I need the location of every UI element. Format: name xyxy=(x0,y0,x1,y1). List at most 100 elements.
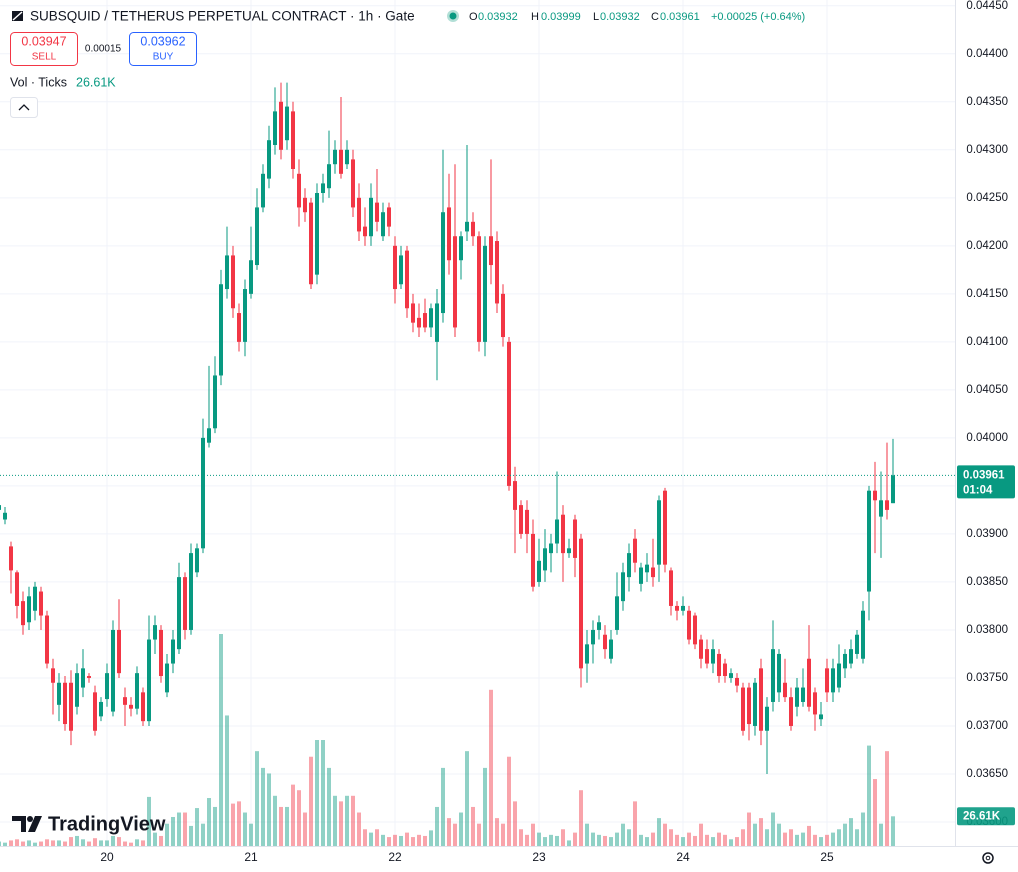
candle-body xyxy=(831,668,835,693)
volume-bar xyxy=(129,842,133,846)
candle-body xyxy=(747,687,751,725)
candle-body xyxy=(405,250,409,309)
volume-bar xyxy=(189,825,193,846)
volume-bar xyxy=(75,835,79,846)
candle-body xyxy=(333,149,337,165)
volume-bar xyxy=(573,832,577,846)
volume-bar xyxy=(651,832,655,846)
volume-bar xyxy=(855,829,859,846)
candle-body xyxy=(243,289,247,342)
volume-bar xyxy=(315,740,319,846)
volume-bar xyxy=(453,823,457,846)
candle-body xyxy=(423,313,427,328)
candle-body xyxy=(663,490,667,565)
candle-body xyxy=(543,548,547,571)
volume-bar xyxy=(633,801,637,846)
candle-body xyxy=(519,505,523,534)
volume-bar xyxy=(393,834,397,846)
volume-bar xyxy=(549,834,553,846)
candle-body xyxy=(537,560,541,582)
collapse-button[interactable] xyxy=(10,97,38,118)
sell-button[interactable] xyxy=(10,32,78,66)
candle-body xyxy=(213,375,217,429)
volume-bar xyxy=(81,839,85,846)
candle-body xyxy=(261,173,265,208)
candle-body xyxy=(75,673,79,707)
candle-body xyxy=(873,490,877,501)
volume-bar xyxy=(519,829,523,846)
volume-bar xyxy=(591,832,595,846)
volume-bar xyxy=(429,830,433,846)
candle-body xyxy=(837,663,841,688)
x-tick-label: 21 xyxy=(244,850,258,864)
volume-bar xyxy=(705,834,709,846)
volume-bar xyxy=(237,801,241,846)
settings-button[interactable] xyxy=(982,852,994,864)
volume-bar xyxy=(507,756,511,846)
volume-bar xyxy=(159,835,163,846)
volume-bar xyxy=(813,834,817,846)
volume-bar xyxy=(579,790,583,846)
candle-body xyxy=(879,500,883,517)
x-tick-label: 20 xyxy=(100,850,114,864)
candle-body xyxy=(681,605,685,611)
candle-body xyxy=(231,255,235,309)
y-tick-label: 0.03850 xyxy=(966,576,1008,588)
candle-body xyxy=(255,207,259,266)
candle-body xyxy=(579,538,583,669)
ohlc-label: O xyxy=(469,11,478,23)
candle-body xyxy=(525,509,529,534)
candle-body xyxy=(237,313,241,342)
candle-body xyxy=(531,533,535,587)
candle-body xyxy=(771,649,775,702)
candle-body xyxy=(201,437,205,549)
candle-body xyxy=(447,207,451,261)
volume-legend[interactable]: Vol · Ticks xyxy=(10,75,67,89)
volume-bar xyxy=(261,767,265,846)
candle-body xyxy=(393,245,397,290)
ohlc-value: 0.03961 xyxy=(660,11,700,23)
volume-bar xyxy=(525,834,529,846)
candle-body xyxy=(483,245,487,342)
candle-body xyxy=(0,505,1,510)
candle-body xyxy=(141,692,145,722)
candle-body xyxy=(417,317,421,328)
x-tick-label: 24 xyxy=(676,850,690,864)
volume-bar xyxy=(423,835,427,846)
volume-bar xyxy=(489,689,493,846)
buy-label: BUY xyxy=(153,52,174,63)
volume-bar xyxy=(171,816,175,846)
volume-bar xyxy=(285,806,289,846)
last-price-tag xyxy=(957,465,1015,499)
volume-bar xyxy=(483,767,487,846)
buy-button[interactable] xyxy=(129,32,197,66)
candle-body xyxy=(309,202,313,285)
candle-body xyxy=(429,308,433,328)
x-tick-label: 22 xyxy=(388,850,402,864)
volume-bar xyxy=(477,823,481,846)
chart-title[interactable]: SUBSQUID / TETHERUS PERPETUAL CONTRACT ·… xyxy=(30,9,415,24)
volume-bar xyxy=(111,835,115,846)
volume-bar xyxy=(207,798,211,846)
candle-body xyxy=(639,567,643,584)
volume-bar xyxy=(147,796,151,846)
candle-body xyxy=(3,512,7,520)
volume-bar xyxy=(807,825,811,846)
spread: 0.00015 xyxy=(85,44,122,55)
candle-body xyxy=(783,682,787,698)
candle-body xyxy=(279,101,283,150)
y-tick-label: 0.04000 xyxy=(966,432,1008,444)
candle-body xyxy=(357,197,361,232)
y-tick-label: 0.04250 xyxy=(966,192,1008,204)
volume-bar xyxy=(417,834,421,846)
status-dot xyxy=(449,12,457,20)
volume-bar xyxy=(843,823,847,846)
candle-body xyxy=(705,649,709,664)
candle-body xyxy=(603,634,607,650)
candle-body xyxy=(651,567,655,578)
volume-bar xyxy=(531,823,535,846)
volume-bar xyxy=(15,839,19,846)
volume-bar xyxy=(345,795,349,846)
y-tick-label: 0.03750 xyxy=(966,672,1008,684)
